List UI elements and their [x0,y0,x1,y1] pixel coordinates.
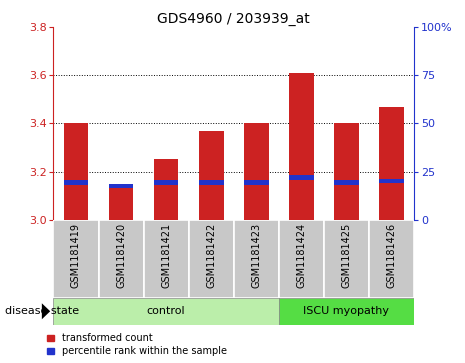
Text: disease state: disease state [5,306,79,316]
Bar [53,298,279,325]
Text: GSM1181426: GSM1181426 [386,223,396,288]
Bar [109,184,133,188]
Text: GSM1181422: GSM1181422 [206,223,216,288]
Text: GSM1181424: GSM1181424 [296,223,306,288]
Bar [154,180,179,184]
Bar [244,123,269,220]
Text: GSM1181423: GSM1181423 [251,223,261,288]
Bar [64,180,88,184]
Bar [244,180,269,184]
Text: GSM1181425: GSM1181425 [341,223,351,288]
Legend: transformed count, percentile rank within the sample: transformed count, percentile rank withi… [46,333,227,356]
Text: GSM1181419: GSM1181419 [71,223,81,288]
Bar [189,220,233,298]
Title: GDS4960 / 203939_at: GDS4960 / 203939_at [157,12,310,26]
Text: GSM1181420: GSM1181420 [116,223,126,288]
Bar [154,159,179,220]
Bar [64,123,88,220]
Bar [334,180,359,184]
Bar [289,175,313,180]
Bar [199,131,224,220]
Bar [324,220,369,298]
Bar [233,220,279,298]
Text: GSM1181421: GSM1181421 [161,223,171,288]
Bar [279,298,414,325]
Bar [199,180,224,184]
Bar [369,220,414,298]
Bar [144,220,189,298]
Bar [289,73,313,220]
Bar [379,107,404,220]
Text: control: control [147,306,186,316]
Bar [109,188,133,220]
Bar [379,179,404,183]
Bar [99,220,144,298]
Polygon shape [42,303,50,319]
Bar [279,220,324,298]
Bar [53,220,99,298]
Bar [334,123,359,220]
Text: ISCU myopathy: ISCU myopathy [303,306,389,316]
